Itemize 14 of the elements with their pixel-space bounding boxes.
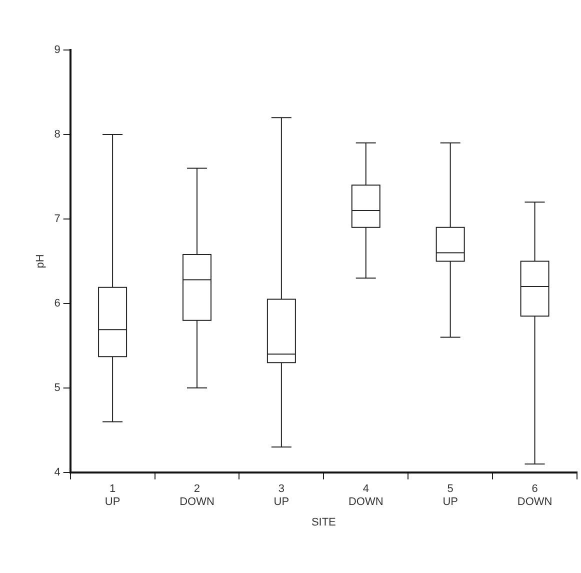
- y-tick-label: 7: [54, 212, 60, 225]
- y-tick-label: 5: [54, 382, 60, 394]
- y-tick-label: 6: [54, 297, 60, 310]
- x-tick-label: 5 UP: [442, 483, 458, 508]
- x-tick-label: 4 DOWN: [348, 483, 384, 508]
- y-tick-label: 8: [54, 128, 60, 141]
- y-tick-label: 9: [54, 44, 60, 56]
- x-tick-label: 1 UP: [104, 483, 120, 508]
- y-tick-label: 4: [54, 466, 60, 478]
- x-axis-title: SITE: [311, 516, 336, 528]
- x-tick-label: 6 DOWN: [517, 483, 552, 508]
- x-tick-label: 2 DOWN: [180, 483, 214, 508]
- x-tick-label: 3 UP: [274, 483, 290, 508]
- y-axis-title: pH: [34, 254, 47, 268]
